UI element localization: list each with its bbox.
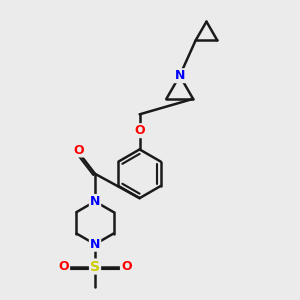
Text: N: N bbox=[90, 195, 100, 208]
Text: O: O bbox=[134, 124, 145, 137]
Text: N: N bbox=[90, 238, 100, 251]
Text: O: O bbox=[58, 260, 69, 273]
Text: S: S bbox=[90, 260, 100, 274]
Text: O: O bbox=[74, 143, 84, 157]
Text: N: N bbox=[175, 69, 185, 82]
Text: O: O bbox=[121, 260, 131, 273]
